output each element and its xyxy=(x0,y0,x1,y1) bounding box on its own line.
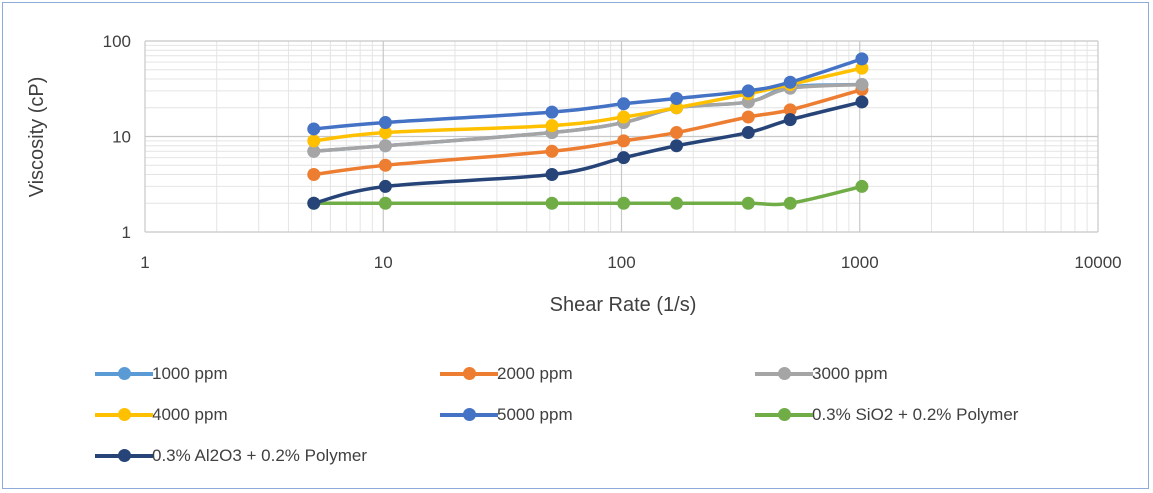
x-tick-label: 10 xyxy=(374,253,393,272)
legend-label: 0.3% SiO2 + 0.2% Polymer xyxy=(812,405,1019,424)
series-line xyxy=(313,57,863,131)
chart-series xyxy=(307,52,869,210)
data-point xyxy=(545,105,559,119)
data-point xyxy=(855,61,869,75)
data-point xyxy=(783,75,797,89)
series-line xyxy=(313,82,862,154)
legend-item: 4000 ppm xyxy=(95,403,228,427)
data-point xyxy=(545,168,559,182)
data-point xyxy=(855,52,869,66)
legend-swatch xyxy=(755,405,813,425)
data-point xyxy=(670,101,684,115)
legend-label: 5000 ppm xyxy=(497,405,573,424)
legend-item: 2000 ppm xyxy=(440,362,573,386)
legend-label: 4000 ppm xyxy=(152,405,228,424)
series-line xyxy=(313,184,863,207)
series-3 xyxy=(307,61,869,148)
data-point xyxy=(670,196,684,210)
y-axis-label: Viscosity (cP) xyxy=(26,77,48,198)
legend-item: 5000 ppm xyxy=(440,403,573,427)
data-point xyxy=(855,78,869,92)
legend-label: 3000 ppm xyxy=(812,364,888,383)
data-point xyxy=(741,126,755,140)
legend-swatch xyxy=(440,364,498,384)
data-point xyxy=(307,134,321,148)
data-point xyxy=(670,126,684,140)
legend-label: 2000 ppm xyxy=(497,364,573,383)
series-line xyxy=(313,100,863,205)
legend-item: 1000 ppm xyxy=(95,362,228,386)
legend-label: 0.3% Al2O3 + 0.2% Polymer xyxy=(152,446,367,465)
data-point xyxy=(378,116,392,130)
legend-swatch xyxy=(95,446,153,466)
data-point xyxy=(783,103,797,117)
data-point xyxy=(741,110,755,124)
data-point xyxy=(307,144,321,158)
data-point xyxy=(617,110,631,124)
y-tick-label: 100 xyxy=(103,32,131,51)
data-point xyxy=(545,119,559,133)
data-point xyxy=(378,139,392,153)
series-line xyxy=(313,87,863,177)
data-point xyxy=(741,196,755,210)
legend-label: 1000 ppm xyxy=(152,364,228,383)
x-tick-label: 10000 xyxy=(1074,253,1121,272)
series-6 xyxy=(307,95,869,210)
legend-item: 3000 ppm xyxy=(755,362,888,386)
x-tick-label: 1000 xyxy=(841,253,879,272)
data-point xyxy=(783,113,797,127)
chart-ticks: 1 10 100 1000 10000 1 10 100 xyxy=(103,32,1122,272)
legend-item: 0.3% SiO2 + 0.2% Polymer xyxy=(755,403,1018,427)
data-point xyxy=(617,151,631,165)
data-point xyxy=(617,134,631,148)
data-point xyxy=(617,196,631,210)
data-point xyxy=(307,122,321,136)
legend-item: 0.3% Al2O3 + 0.2% Polymer xyxy=(95,444,367,468)
legend-swatch xyxy=(440,405,498,425)
data-point xyxy=(741,84,755,98)
legend-swatch xyxy=(95,364,153,384)
data-point xyxy=(545,196,559,210)
series-4 xyxy=(307,52,869,136)
data-point xyxy=(783,196,797,210)
data-point xyxy=(670,139,684,153)
legend-swatch xyxy=(755,364,813,384)
data-point xyxy=(378,196,392,210)
data-point xyxy=(378,126,392,140)
data-point xyxy=(307,196,321,210)
data-point xyxy=(670,91,684,105)
data-point xyxy=(855,95,869,109)
data-point xyxy=(617,97,631,111)
y-tick-label: 1 xyxy=(122,223,131,242)
chart-area: 1 10 100 1000 10000 1 10 100 Shear Rate (1/s) V… xyxy=(26,32,1122,316)
x-axis-label: Shear Rate (1/s) xyxy=(550,294,697,316)
y-tick-label: 10 xyxy=(112,128,131,147)
series-line xyxy=(313,66,863,143)
x-tick-label: 1 xyxy=(140,253,149,272)
data-point xyxy=(545,144,559,158)
data-point xyxy=(855,179,869,193)
legend-swatch xyxy=(95,405,153,425)
data-point xyxy=(378,158,392,172)
data-point xyxy=(307,168,321,182)
data-point xyxy=(378,179,392,193)
x-tick-label: 100 xyxy=(607,253,635,272)
